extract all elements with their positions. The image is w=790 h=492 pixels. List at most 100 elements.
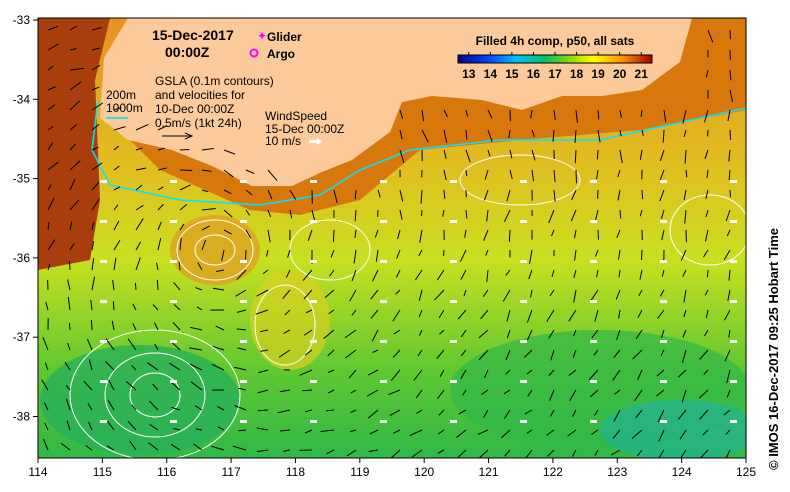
velocity-arrow xyxy=(170,443,181,451)
velocity-arrow xyxy=(619,149,623,164)
map-frame xyxy=(37,17,747,459)
wind-arrow xyxy=(730,220,737,223)
velocity-arrow xyxy=(612,369,621,381)
velocity-arrow xyxy=(69,25,78,31)
velocity-arrow xyxy=(438,409,445,416)
velocity-arrow xyxy=(283,329,291,334)
velocity-arrow xyxy=(509,169,513,179)
velocity-arrow xyxy=(505,269,511,276)
velocity-arrow xyxy=(47,222,50,231)
velocity-arrow xyxy=(508,129,511,139)
velocity-arrow xyxy=(127,420,137,431)
velocity-arrow xyxy=(723,249,731,261)
velocity-arrow xyxy=(725,429,731,435)
velocity-arrow xyxy=(723,309,731,321)
velocity-arrow xyxy=(41,379,49,391)
velocity-arrow xyxy=(170,381,181,391)
velocity-arrow xyxy=(283,449,291,452)
velocity-arrow xyxy=(436,349,445,359)
lat-tick-label: -38 xyxy=(13,410,31,424)
velocity-arrow xyxy=(460,369,467,379)
velocity-arrow xyxy=(574,249,577,261)
velocity-arrow xyxy=(179,223,185,231)
velocity-arrow xyxy=(548,329,555,339)
velocity-arrow xyxy=(527,329,533,341)
velocity-arrow xyxy=(135,204,144,211)
wind-arrow xyxy=(170,300,177,303)
velocity-arrow xyxy=(506,329,511,339)
wind-arrow xyxy=(450,300,457,303)
wind-arrow xyxy=(590,260,597,263)
velocity-arrow xyxy=(257,389,269,394)
wind-scale-arrow-icon xyxy=(309,138,322,145)
velocity-arrow xyxy=(597,129,601,143)
velocity-arrow xyxy=(260,349,269,352)
velocity-arrow xyxy=(353,249,357,264)
argo-legend-label: Argo xyxy=(267,47,295,61)
wind-arrows xyxy=(100,180,737,423)
velocity-arrow xyxy=(529,249,533,264)
velocity-arrow xyxy=(399,209,403,220)
velocity-arrow xyxy=(169,362,181,371)
velocity-arrow xyxy=(149,423,159,431)
velocity-arrow xyxy=(179,204,188,211)
velocity-arrow xyxy=(305,309,313,314)
velocity-arrow xyxy=(618,249,621,260)
velocity-arrow xyxy=(612,429,621,439)
velocity-arrow xyxy=(661,229,665,241)
velocity-arrow xyxy=(591,429,599,435)
velocity-arrow xyxy=(683,289,687,303)
velocity-arrow xyxy=(397,229,401,240)
velocity-arrow xyxy=(91,181,100,191)
velocity-arrow xyxy=(617,169,621,178)
velocity-arrow xyxy=(320,429,335,432)
velocity-arrow xyxy=(619,109,622,118)
velocity-arrow xyxy=(44,362,49,371)
velocity-arrow xyxy=(639,209,643,217)
wind-arrow xyxy=(240,420,247,423)
wind-arrow xyxy=(310,300,317,303)
velocity-arrow xyxy=(460,349,467,357)
wind-arrow xyxy=(590,340,597,343)
velocity-arrow xyxy=(211,364,225,371)
velocity-arrow xyxy=(201,225,210,231)
velocity-arrow xyxy=(485,249,489,256)
velocity-arrow xyxy=(134,282,137,291)
velocity-arrow xyxy=(127,338,137,351)
velocity-arrow xyxy=(399,129,403,140)
velocity-arrow xyxy=(289,209,293,219)
velocity-arrow xyxy=(346,449,357,457)
velocity-arrow xyxy=(420,209,423,217)
velocity-arrow xyxy=(332,229,335,242)
velocity-arrow xyxy=(681,349,687,364)
velocity-arrow xyxy=(572,409,577,417)
velocity-arrow xyxy=(614,389,621,395)
velocity-arrow xyxy=(458,409,467,415)
velocity-arrow xyxy=(327,349,335,357)
velocity-arrow xyxy=(350,389,357,394)
velocity-arrow xyxy=(706,269,709,278)
velocity-arrow xyxy=(152,383,159,391)
velocity-arrow xyxy=(443,129,448,143)
velocity-arrow xyxy=(395,289,401,295)
velocity-arrow xyxy=(477,429,489,435)
velocity-arrow xyxy=(60,442,71,451)
velocity-arrow xyxy=(531,169,535,182)
velocity-arrow xyxy=(194,405,203,411)
velocity-arrow xyxy=(91,276,96,291)
velocity-arrow xyxy=(244,249,247,260)
velocity-arrow xyxy=(596,269,599,278)
velocity-arrow xyxy=(728,269,731,281)
velocity-arrow xyxy=(91,162,103,171)
velocity-arrow xyxy=(434,289,445,301)
velocity-arrow xyxy=(729,129,732,140)
velocity-arrow xyxy=(279,429,291,432)
velocity-arrow xyxy=(372,269,379,282)
velocity-arrow xyxy=(707,29,714,43)
velocity-arrow xyxy=(375,249,379,262)
velocity-arrow xyxy=(729,69,732,81)
velocity-arrow xyxy=(418,249,423,257)
velocity-arrow xyxy=(132,323,137,331)
velocity-arrow xyxy=(703,249,709,258)
velocity-scale-arrow-icon xyxy=(162,132,194,140)
